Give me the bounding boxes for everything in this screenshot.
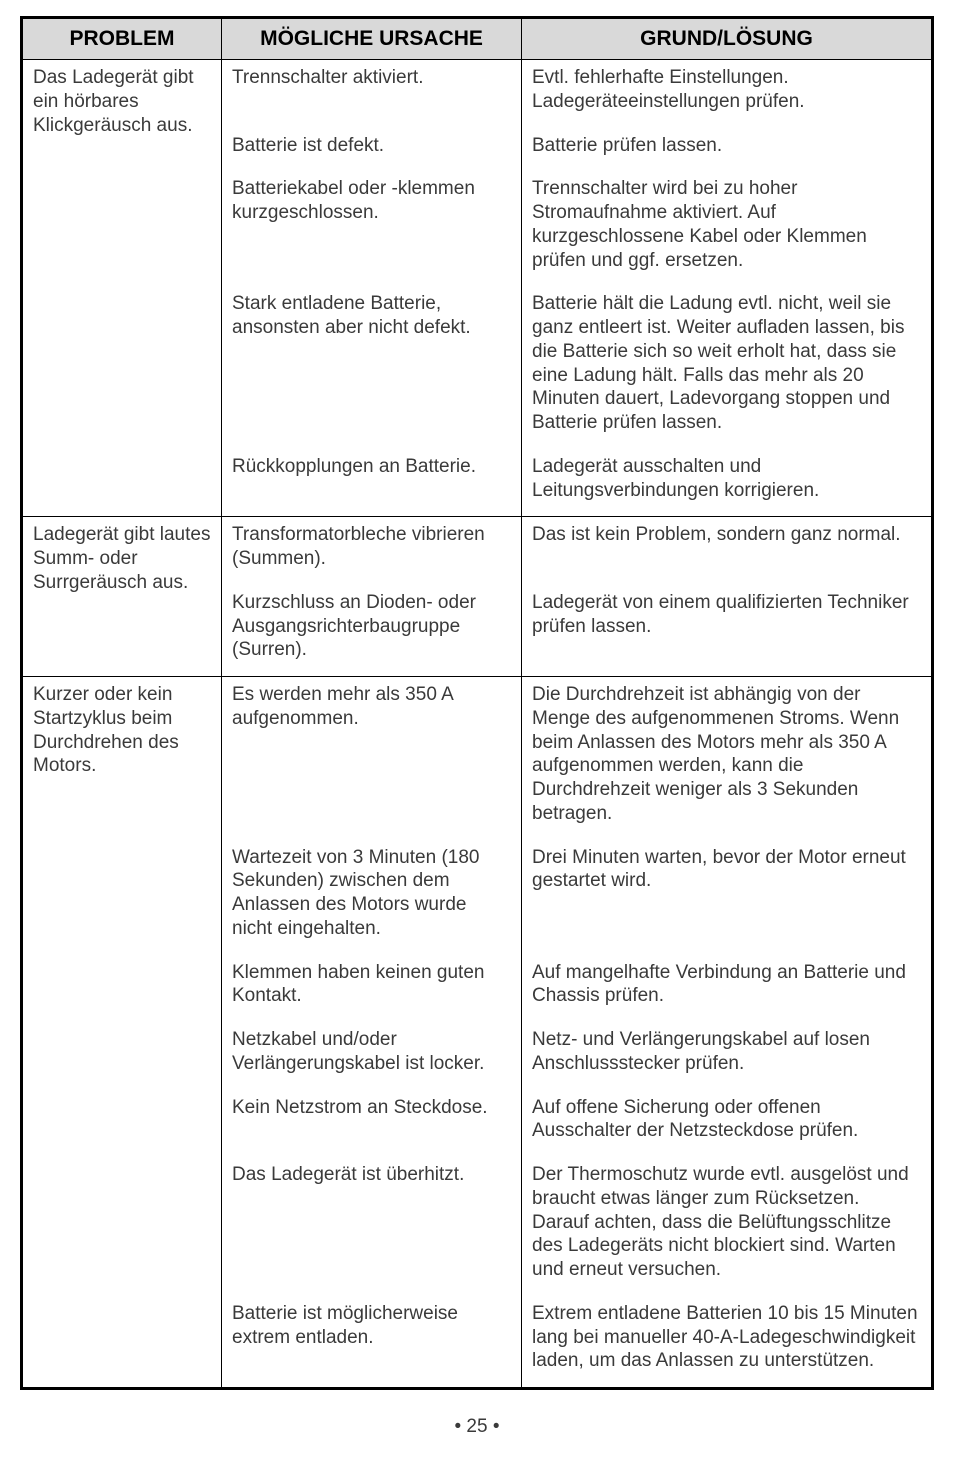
solution-cell: Ladegerät von einem qualifizierten Techn… xyxy=(522,585,933,677)
solution-cell: Batterie prüfen lassen. xyxy=(522,128,933,172)
solution-cell: Trennschalter wird bei zu hoher Stromauf… xyxy=(522,171,933,286)
header-solution: GRUND/LÖSUNG xyxy=(522,18,933,60)
solution-cell: Evtl. fehlerhafte Einstellungen. Ladeger… xyxy=(522,60,933,128)
cause-cell: Wartezeit von 3 Minuten (180 Sekunden) z… xyxy=(222,840,522,955)
solution-cell: Die Durchdrehzeit ist abhängig von der M… xyxy=(522,677,933,840)
cause-cell: Kein Netzstrom an Steckdose. xyxy=(222,1090,522,1158)
cause-cell: Das Ladegerät ist überhitzt. xyxy=(222,1157,522,1296)
cause-cell: Kurzschluss an Dioden- oder Ausgangsrich… xyxy=(222,585,522,677)
cause-cell: Batterie ist defekt. xyxy=(222,128,522,172)
cause-cell: Klemmen haben keinen guten Kontakt. xyxy=(222,955,522,1023)
solution-cell: Extrem entladene Batterien 10 bis 15 Min… xyxy=(522,1296,933,1389)
solution-cell: Ladegerät ausschalten und Leitungsverbin… xyxy=(522,449,933,517)
cause-cell: Trennschalter aktiviert. xyxy=(222,60,522,128)
table-body: Das Ladegerät gibt ein hörbares Klickger… xyxy=(22,60,933,1389)
cause-cell: Netzkabel und/oder Verlängerungskabel is… xyxy=(222,1022,522,1090)
header-cause: MÖGLICHE URSACHE xyxy=(222,18,522,60)
problem-cell: Das Ladegerät gibt ein hörbares Klickger… xyxy=(22,60,222,517)
solution-cell: Der Thermoschutz wurde evtl. ausgelöst u… xyxy=(522,1157,933,1296)
solution-cell: Auf offene Sicherung oder offenen Aussch… xyxy=(522,1090,933,1158)
header-problem: PROBLEM xyxy=(22,18,222,60)
cause-cell: Rückkopplungen an Batterie. xyxy=(222,449,522,517)
problem-cell: Kurzer oder kein Startzyklus beim Durchd… xyxy=(22,677,222,1389)
solution-cell: Netz- und Verlängerungskabel auf losen A… xyxy=(522,1022,933,1090)
solution-cell: Auf mangelhafte Verbindung an Batterie u… xyxy=(522,955,933,1023)
table-row: Kurzer oder kein Startzyklus beim Durchd… xyxy=(22,677,933,840)
solution-cell: Das ist kein Problem, sondern ganz norma… xyxy=(522,517,933,585)
cause-cell: Stark entladene Batterie, ansonsten aber… xyxy=(222,286,522,449)
cause-cell: Transformatorbleche vibrieren (Summen). xyxy=(222,517,522,585)
cause-cell: Batteriekabel oder -klemmen kurzgeschlos… xyxy=(222,171,522,286)
troubleshooting-table: PROBLEM MÖGLICHE URSACHE GRUND/LÖSUNG Da… xyxy=(20,16,934,1390)
cause-cell: Es werden mehr als 350 A aufgenommen. xyxy=(222,677,522,840)
page-number: • 25 • xyxy=(20,1416,934,1438)
table-row: Das Ladegerät gibt ein hörbares Klickger… xyxy=(22,60,933,128)
problem-cell: Ladegerät gibt lautes Summ- oder Surrger… xyxy=(22,517,222,677)
solution-cell: Drei Minuten warten, bevor der Motor ern… xyxy=(522,840,933,955)
solution-cell: Batterie hält die Ladung evtl. nicht, we… xyxy=(522,286,933,449)
cause-cell: Batterie ist möglicherweise extrem entla… xyxy=(222,1296,522,1389)
table-row: Ladegerät gibt lautes Summ- oder Surrger… xyxy=(22,517,933,585)
